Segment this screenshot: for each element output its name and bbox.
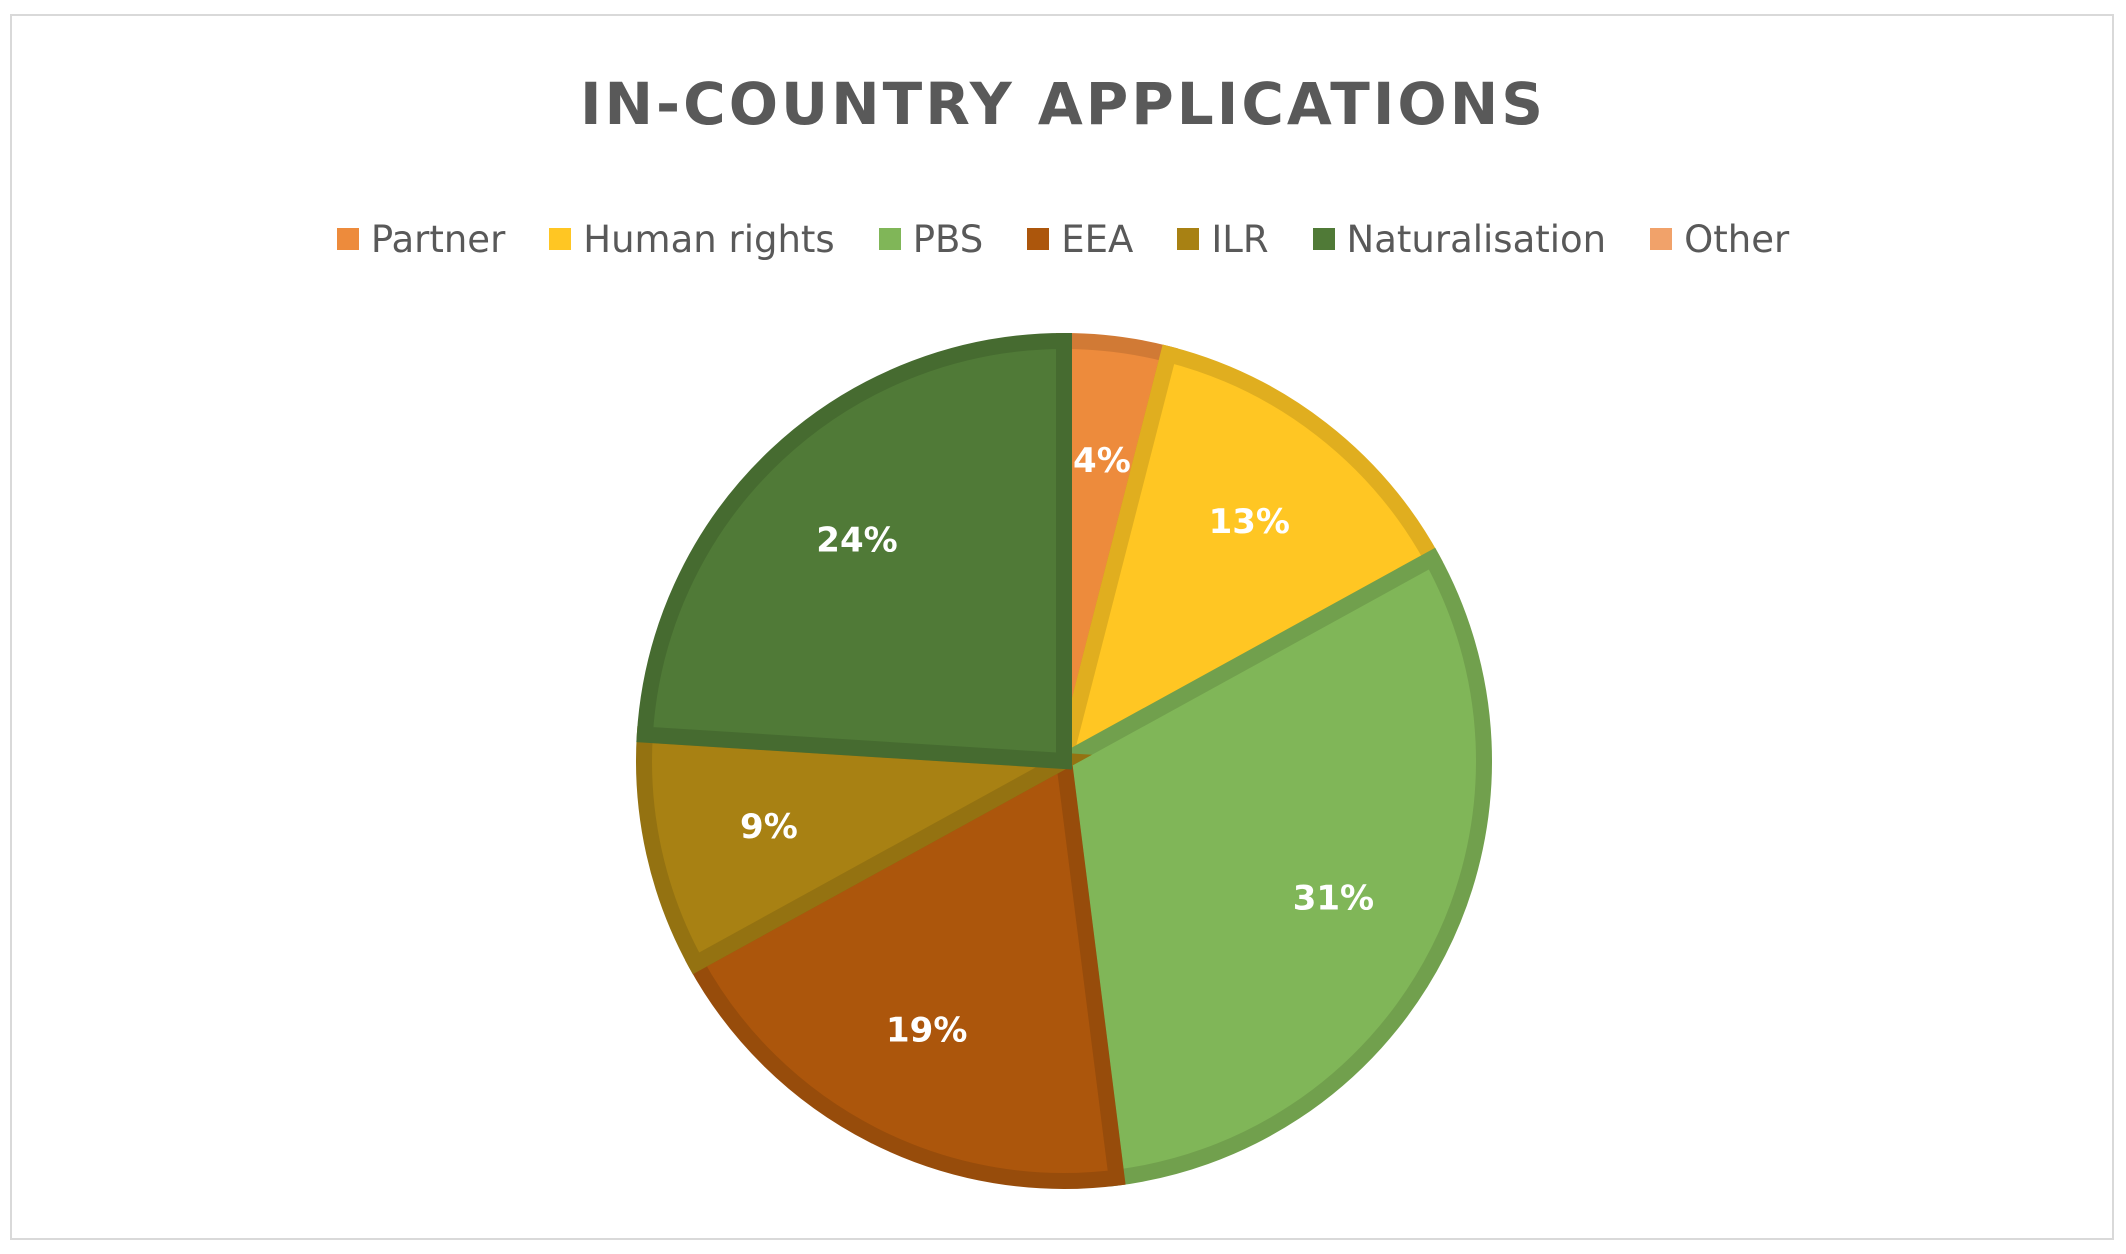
legend-swatch: [878, 228, 901, 250]
legend-label: Partner: [370, 217, 506, 261]
legend-label: ILR: [1211, 217, 1269, 261]
pie-slice-human-rights: [1051, 344, 1443, 777]
data-label-naturalisation: 24%: [816, 521, 897, 561]
legend-swatch: [1177, 228, 1200, 250]
legend-swatch: [549, 228, 572, 250]
legend-label: Naturalisation: [1346, 217, 1607, 261]
chart-title: IN-COUNTRY APPLICATIONS: [579, 70, 1547, 138]
legend-item-other: Other: [1650, 218, 1789, 261]
pie-slice-eea: [685, 748, 1126, 1189]
data-label-partner: 4%: [1073, 441, 1131, 481]
legend-swatch: [336, 228, 359, 250]
pie-slice-naturalisation: [636, 332, 1072, 770]
pie-slice-pbs: [1055, 547, 1492, 1187]
data-label-ilr: 9%: [740, 807, 798, 847]
legend-label: PBS: [912, 217, 984, 261]
legend-item-naturalisation: Naturalisation: [1312, 217, 1607, 261]
legend-item-human-rights: Human rights: [549, 217, 835, 261]
legend-item-ilr: ILR: [1177, 217, 1269, 261]
data-label-pbs: 31%: [1293, 878, 1374, 918]
legend-label: Other: [1684, 217, 1790, 261]
legend-swatch: [1312, 228, 1335, 250]
legend-label: EEA: [1061, 217, 1134, 261]
chart-legend: Partner Human rights PBS EEA ILR Naturalisati…: [0, 212, 2126, 266]
legend-swatch: [1650, 228, 1673, 250]
legend-item-partner: Partner: [336, 217, 506, 261]
legend-label: Human rights: [583, 217, 835, 261]
legend-item-pbs: PBS: [878, 217, 984, 261]
legend-item-eea: EEA: [1027, 218, 1133, 261]
pie-slice-ilr: [636, 726, 1092, 975]
data-label-eea: 19%: [886, 1010, 967, 1050]
legend-swatch: [1027, 228, 1050, 250]
data-label-human-rights: 13%: [1209, 502, 1290, 542]
